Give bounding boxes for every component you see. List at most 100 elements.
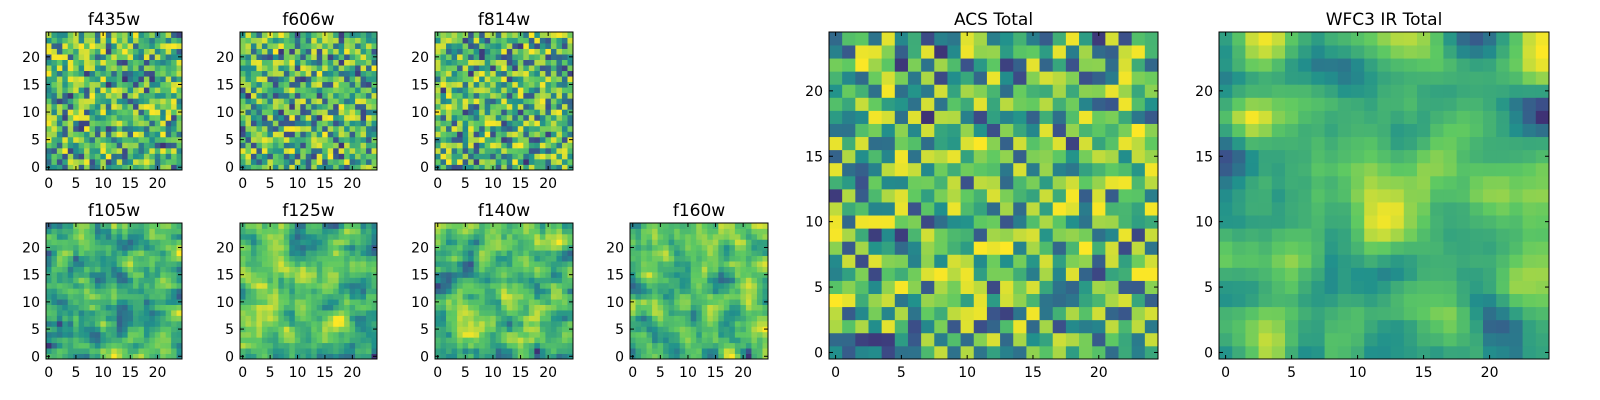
heatmap-cell <box>468 54 475 60</box>
heatmap-cell <box>745 293 752 300</box>
heatmap-cell <box>100 326 107 333</box>
heatmap-cell <box>67 271 74 278</box>
heatmap-cell <box>289 288 296 295</box>
heatmap-cell <box>267 120 274 127</box>
heatmap-cell <box>149 120 156 127</box>
heatmap-cell <box>245 136 252 143</box>
heatmap-cell <box>506 43 513 49</box>
heatmap-cell <box>171 337 177 344</box>
heatmap-cell <box>1144 319 1159 334</box>
heatmap-cell <box>652 282 658 289</box>
heatmap-cell <box>718 288 725 295</box>
heatmap-cell <box>322 337 329 344</box>
heatmap-cell <box>723 244 730 251</box>
heatmap-cell <box>160 109 167 116</box>
heatmap-cell <box>51 164 58 171</box>
heatmap-cell <box>495 158 502 165</box>
heatmap-cell <box>446 239 452 246</box>
heatmap-cell <box>122 266 128 273</box>
heatmap-cell <box>176 331 183 338</box>
heatmap-cell <box>567 125 574 132</box>
heatmap-cell <box>451 120 458 127</box>
heatmap-cell <box>250 158 257 165</box>
heatmap-cell <box>56 277 63 284</box>
heatmap-cell <box>701 348 708 354</box>
heatmap-cell <box>366 315 372 322</box>
heatmap-cell <box>78 48 85 55</box>
heatmap-cell <box>446 271 452 278</box>
heatmap-cell <box>143 59 150 66</box>
heatmap-cell <box>256 109 263 116</box>
heatmap-cell <box>100 228 107 235</box>
heatmap-cell <box>855 319 869 334</box>
heatmap-cell <box>539 337 546 344</box>
heatmap-cell <box>360 131 367 138</box>
heatmap-cell <box>294 337 301 344</box>
heatmap-cell <box>528 326 535 333</box>
heatmap-cell <box>278 320 285 327</box>
heatmap-cell <box>528 103 535 110</box>
heatmap-cell <box>56 288 63 295</box>
heatmap-cell <box>283 70 290 77</box>
heatmap-cell <box>829 254 843 268</box>
heatmap-cell <box>344 282 350 289</box>
heatmap-cell <box>100 331 107 338</box>
heatmap-cell <box>501 37 508 44</box>
heatmap-cell <box>495 103 502 110</box>
heatmap-cell <box>740 326 747 333</box>
heatmap-cell <box>116 239 123 246</box>
heatmap-cell <box>528 54 535 60</box>
heatmap-cell <box>344 310 350 316</box>
heatmap-cell <box>305 70 312 77</box>
heatmap-cell <box>685 299 692 305</box>
heatmap-cell <box>567 320 574 327</box>
heatmap-cell <box>973 202 988 216</box>
heatmap-cell <box>371 261 378 267</box>
heatmap-cell <box>294 81 301 88</box>
heatmap-cell <box>355 353 361 360</box>
heatmap-cell <box>668 299 675 305</box>
heatmap-cell <box>462 271 469 278</box>
heatmap-cell <box>435 288 441 295</box>
heatmap-cell <box>138 59 145 66</box>
heatmap-cell <box>245 37 252 44</box>
heatmap-cell <box>745 233 752 240</box>
heatmap-cell <box>278 92 285 99</box>
heatmap-cell <box>89 282 96 289</box>
heatmap-cell <box>468 261 475 267</box>
heatmap-cell <box>133 87 139 94</box>
heatmap-cell <box>668 282 675 289</box>
heatmap-cell <box>333 310 340 316</box>
heatmap-cell <box>176 288 183 295</box>
heatmap-cell <box>327 70 334 77</box>
heatmap-cell <box>78 261 85 267</box>
heatmap-cell <box>696 320 703 327</box>
heatmap-cell <box>327 223 334 229</box>
heatmap-cell <box>842 332 856 347</box>
heatmap-cell <box>501 87 508 94</box>
heatmap-cell <box>371 158 378 165</box>
heatmap-cell <box>56 315 63 322</box>
heatmap-cell <box>46 277 52 284</box>
heatmap-cell <box>283 342 290 349</box>
heatmap-cell <box>523 37 530 44</box>
heatmap-cell <box>89 288 96 295</box>
heatmap-cell <box>111 153 118 160</box>
heatmap-cell <box>495 76 502 83</box>
heatmap-cell <box>674 277 681 284</box>
heatmap-cell <box>1065 306 1080 321</box>
heatmap-cell <box>360 282 367 289</box>
heatmap-cell <box>451 304 458 311</box>
heatmap-cell <box>756 331 763 338</box>
heatmap-cell <box>663 304 670 311</box>
heatmap-cell <box>311 266 318 273</box>
heatmap-cell <box>567 65 574 72</box>
heatmap-cell <box>973 162 988 177</box>
heatmap-cell <box>545 348 552 354</box>
heatmap-cell <box>479 331 486 338</box>
heatmap-cell <box>94 120 101 127</box>
heatmap-cell <box>165 147 172 154</box>
heatmap-cell <box>349 228 356 235</box>
heatmap-cell <box>907 241 922 255</box>
heatmap-cell <box>1079 202 1093 216</box>
